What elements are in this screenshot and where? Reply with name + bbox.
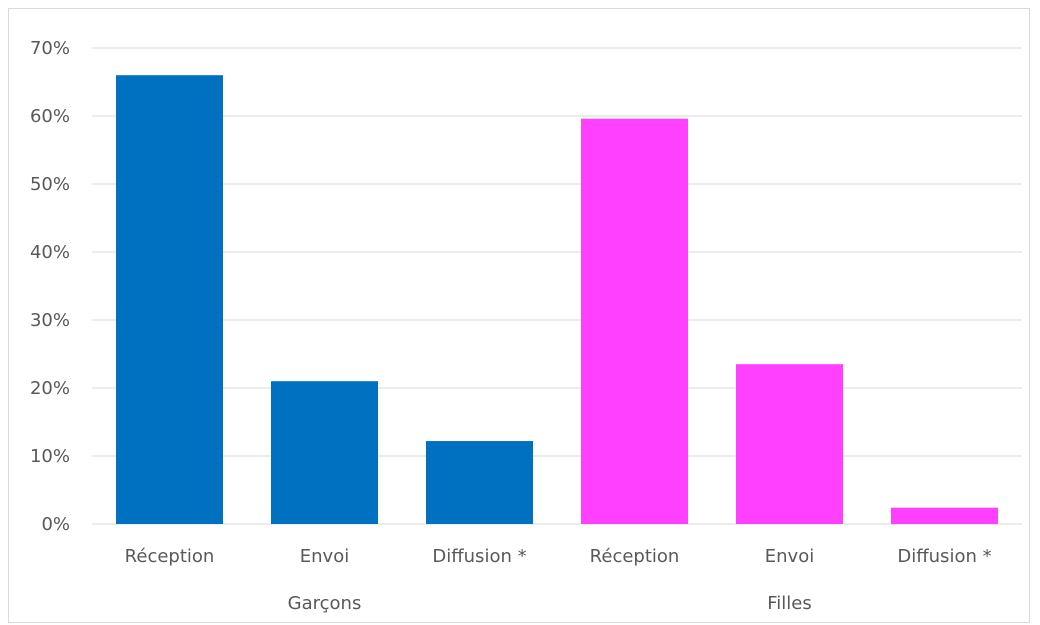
y-tick-label: 30% xyxy=(30,310,70,331)
y-tick-label: 0% xyxy=(41,514,70,535)
x-category-label: Diffusion * xyxy=(897,546,991,567)
y-tick-label: 50% xyxy=(30,174,70,195)
x-category-label: Diffusion * xyxy=(432,546,526,567)
y-tick-label: 40% xyxy=(30,242,70,263)
x-category-label: Réception xyxy=(590,546,680,567)
x-group-label: Filles xyxy=(767,593,812,614)
x-category-label: Réception xyxy=(125,546,215,567)
bar-filles-2 xyxy=(736,364,843,524)
y-tick-label: 10% xyxy=(30,446,70,467)
y-tick-label: 60% xyxy=(30,106,70,127)
y-tick-label: 20% xyxy=(30,378,70,399)
bar-garons-1 xyxy=(116,75,223,524)
bar-garons-3 xyxy=(426,441,533,524)
bar-filles-3 xyxy=(891,507,998,524)
bar-garons-2 xyxy=(271,381,378,524)
y-tick-label: 70% xyxy=(30,38,70,59)
x-category-label: Envoi xyxy=(300,546,349,567)
x-category-label: Envoi xyxy=(765,546,814,567)
bar-filles-1 xyxy=(581,118,688,524)
x-group-label: Garçons xyxy=(288,593,362,614)
